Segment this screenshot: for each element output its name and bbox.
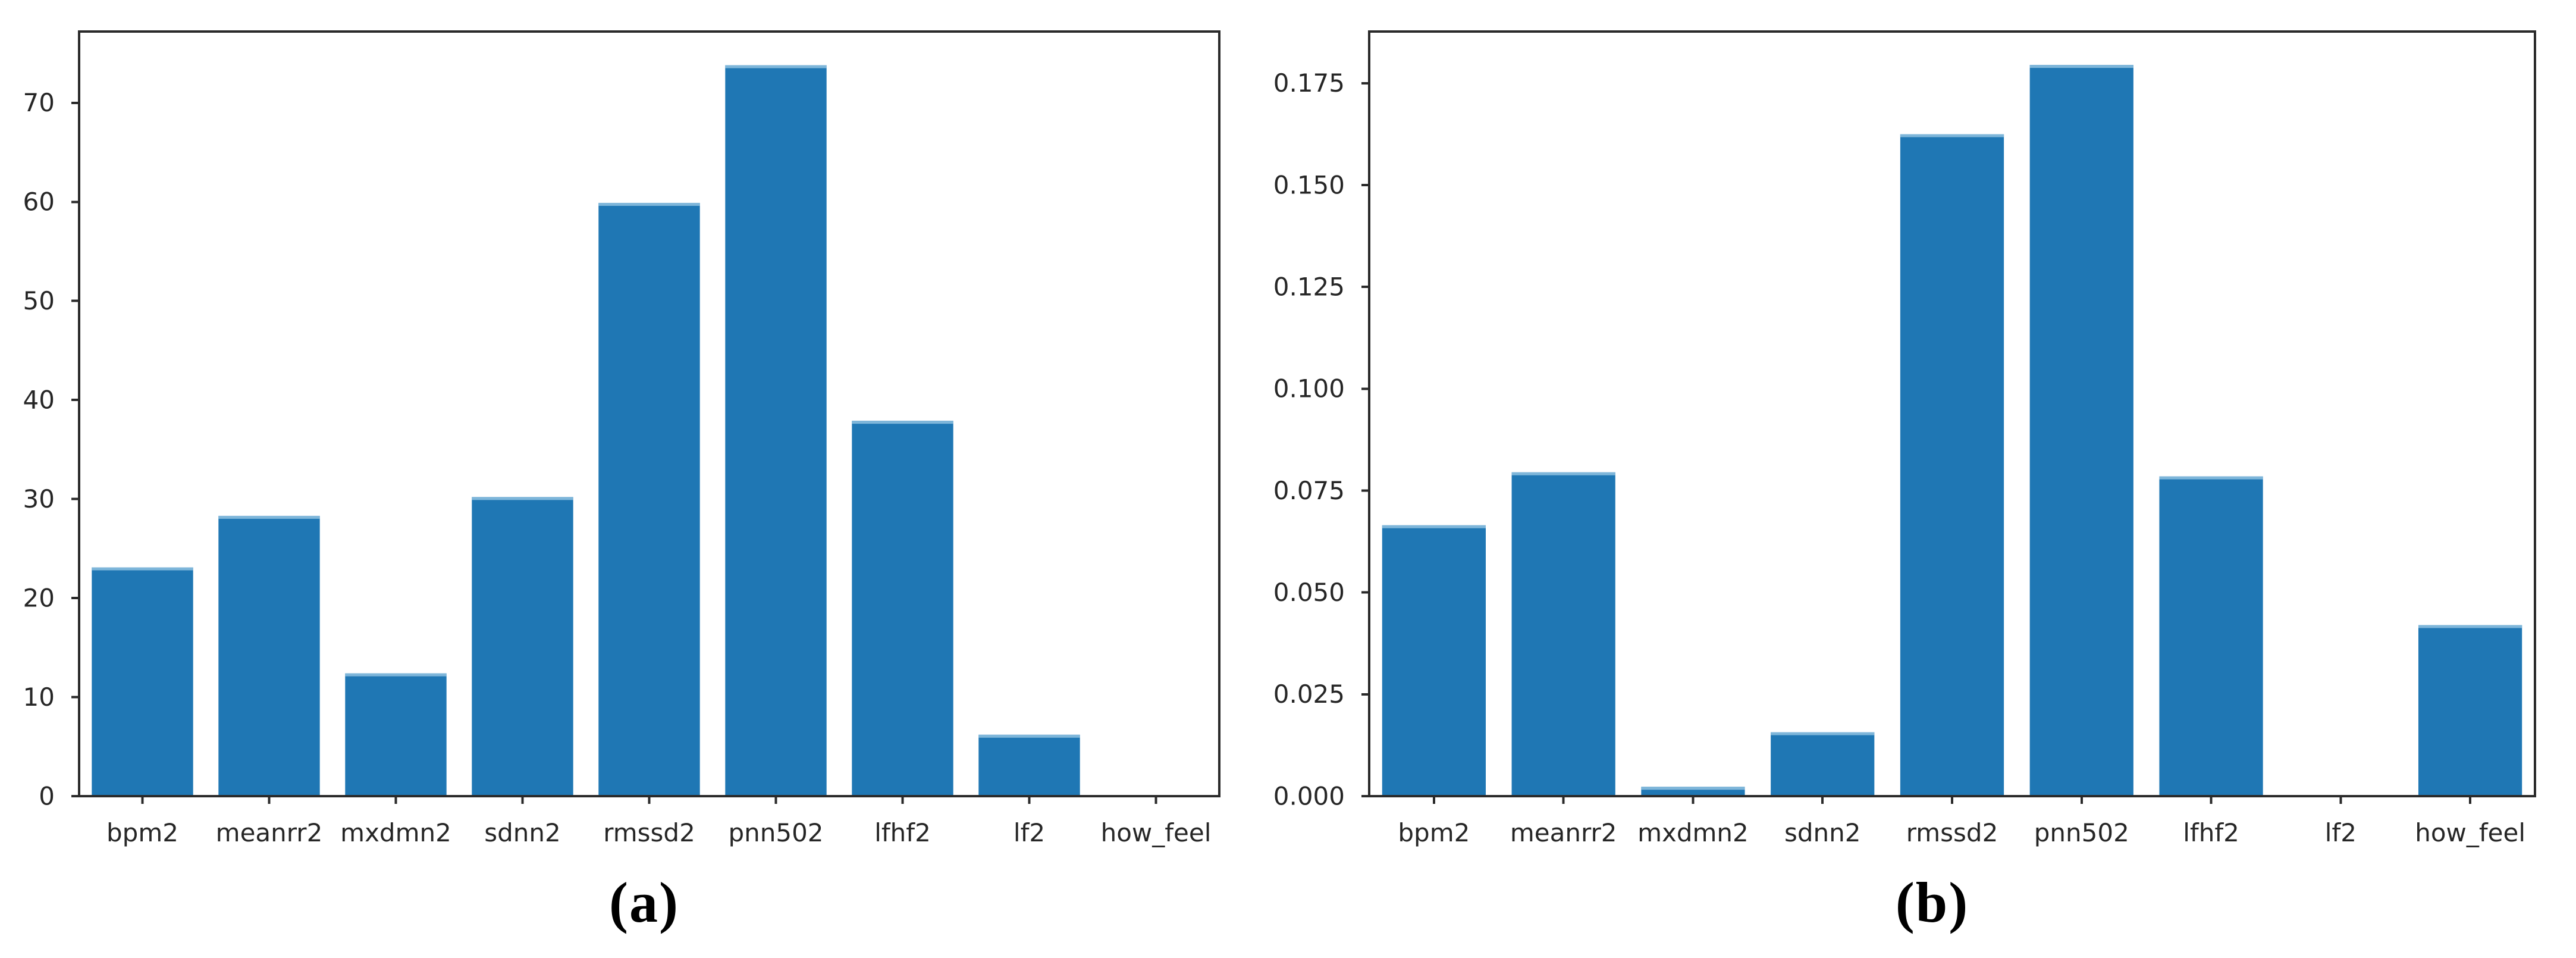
bar-rmssd2 — [1900, 134, 2004, 796]
y-tick-label-a: 40 — [23, 385, 55, 414]
y-tick-label-b: 0.050 — [1273, 578, 1345, 607]
y-tick-label-b: 0.075 — [1273, 476, 1345, 505]
x-tick-label-meanrr2: meanrr2 — [216, 818, 323, 847]
bar-top-edge-mxdmn2 — [345, 673, 447, 677]
y-tick-label-b: 0.175 — [1273, 68, 1345, 98]
bar-top-edge-rmssd2 — [598, 202, 700, 206]
bar-top-edge-pnn502 — [2029, 65, 2133, 68]
bar-top-edge-rmssd2 — [1900, 134, 2004, 137]
y-tick-label-a: 60 — [23, 187, 55, 217]
y-tick-label-a: 70 — [23, 88, 55, 117]
x-tick-label-mxdmn2: mxdmn2 — [1637, 818, 1749, 847]
y-tick-label-a: 10 — [23, 683, 55, 712]
bar-rmssd2 — [598, 202, 700, 796]
x-tick-label-lfhf2: lfhf2 — [2183, 818, 2239, 847]
bar-pnn502 — [725, 65, 827, 796]
bar-top-edge-how_feel — [2418, 625, 2522, 628]
y-tick-label-b: 0.150 — [1273, 170, 1345, 199]
x-tick-label-how_feel: how_feel — [2415, 818, 2525, 847]
bar-meanrr2 — [1511, 472, 1615, 796]
bar-top-edge-lfhf2 — [852, 421, 953, 424]
chart-b: 0.000 0.025 0.050 0.075 0.100 0.125 0.150 0.175… — [1273, 30, 2536, 847]
bar-lf2 — [978, 734, 1080, 796]
caption-b: (b) — [1895, 871, 1969, 934]
bar-top-edge-meanrr2 — [218, 515, 320, 519]
y-tick-label-b: 0.000 — [1273, 781, 1345, 810]
x-tick-label-lf2: lf2 — [1014, 818, 1045, 847]
x-tick-label-sdnn2: sdnn2 — [484, 818, 561, 847]
y-tick-label-a: 50 — [23, 286, 55, 315]
y-tick-label-b: 0.125 — [1273, 273, 1345, 302]
x-tick-label-sdnn2: sdnn2 — [1784, 818, 1861, 847]
x-tick-label-bpm2: bpm2 — [106, 818, 178, 847]
y-tick-label-a: 0 — [39, 781, 55, 810]
x-tick-label-rmssd2: rmssd2 — [603, 818, 695, 847]
bar-how_feel — [2418, 625, 2522, 796]
bar-sdnn2 — [472, 497, 573, 796]
x-tick-label-lf2: lf2 — [2325, 818, 2357, 847]
x-tick-label-lfhf2: lfhf2 — [874, 818, 931, 847]
x-tick-label-bpm2: bpm2 — [1398, 818, 1470, 847]
x-tick-label-rmssd2: rmssd2 — [1906, 818, 1998, 847]
bar-meanrr2 — [218, 515, 320, 796]
bar-top-edge-bpm2 — [92, 567, 193, 571]
y-tick-label-a: 30 — [23, 484, 55, 514]
bar-top-edge-meanrr2 — [1511, 472, 1615, 475]
x-tick-label-meanrr2: meanrr2 — [1510, 818, 1617, 847]
x-tick-label-pnn502: pnn502 — [728, 818, 823, 847]
bar-top-edge-mxdmn2 — [1641, 787, 1745, 790]
chart-a: 0 10 20 30 40 50 60 70 bpm2 meanrr2 mxdmn2 sdnn2 rms… — [23, 30, 1220, 847]
bar-top-edge-sdnn2 — [1771, 732, 1875, 735]
y-tick-label-b: 0.025 — [1273, 680, 1345, 709]
x-tick-label-pnn502: pnn502 — [2034, 818, 2129, 847]
bar-top-edge-lfhf2 — [2159, 476, 2263, 480]
bar-top-edge-bpm2 — [1382, 525, 1486, 528]
y-tick-label-a: 20 — [23, 583, 55, 612]
x-tick-label-mxdmn2: mxdmn2 — [340, 818, 451, 847]
bar-pnn502 — [2029, 65, 2133, 796]
y-tick-label-b: 0.100 — [1273, 374, 1345, 403]
caption-a: (a) — [609, 871, 679, 934]
x-tick-label-how_feel: how_feel — [1101, 818, 1212, 847]
bar-top-edge-pnn502 — [725, 65, 827, 68]
bar-sdnn2 — [1771, 732, 1875, 796]
bar-mxdmn2 — [345, 673, 447, 796]
bar-lfhf2 — [852, 421, 953, 796]
bar-bpm2 — [92, 567, 193, 796]
bar-lfhf2 — [2159, 476, 2263, 796]
bar-top-edge-sdnn2 — [472, 497, 573, 500]
bar-bpm2 — [1382, 525, 1486, 796]
bar-top-edge-lf2 — [978, 734, 1080, 738]
